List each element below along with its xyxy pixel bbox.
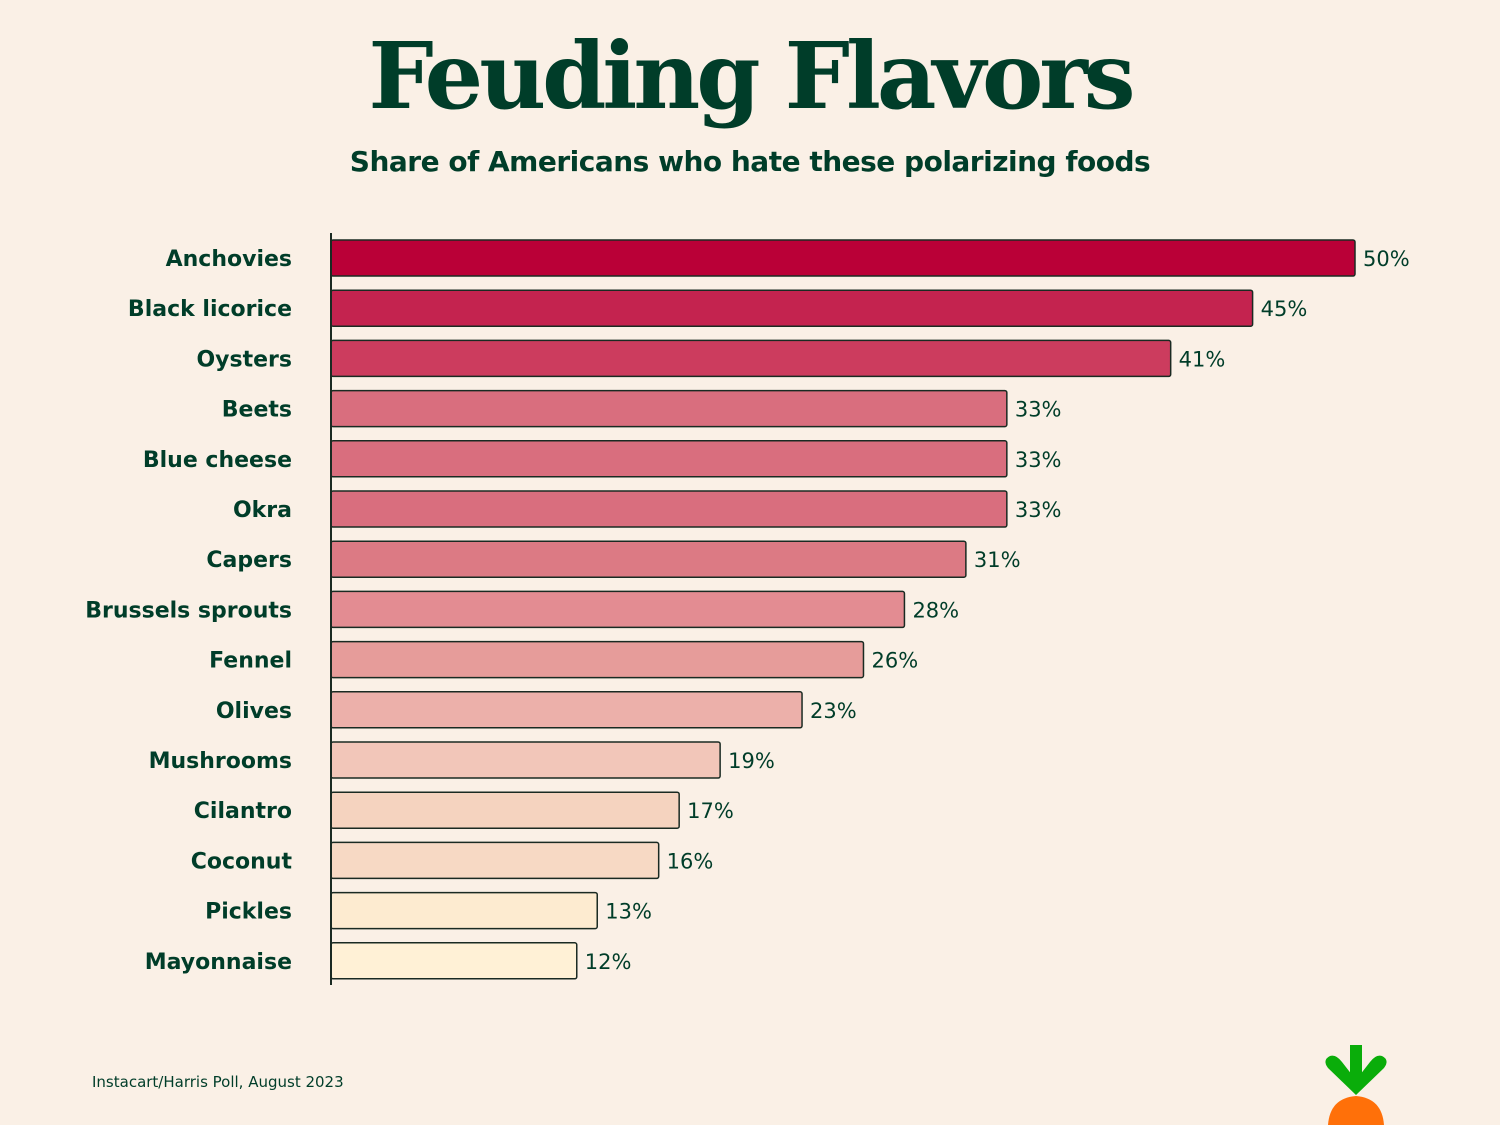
bar-blue-cheese: [330, 440, 1008, 478]
value-label: 12%: [585, 950, 632, 974]
value-label: 41%: [1179, 347, 1226, 371]
category-label: Fennel: [209, 649, 292, 674]
bar-oysters: [330, 339, 1172, 378]
source-note: Instacart/Harris Poll, August 2023: [92, 1073, 344, 1091]
category-label: Olives: [216, 699, 292, 724]
bar-okra: [330, 490, 1008, 528]
category-label: Oysters: [196, 347, 292, 372]
value-label: 33%: [1015, 498, 1062, 522]
category-label: Beets: [222, 398, 292, 423]
bar-mayonnaise: [330, 942, 578, 980]
category-label: Capers: [206, 548, 292, 573]
chart-subtitle: Share of Americans who hate these polari…: [349, 145, 1151, 178]
bar-mushrooms: [330, 741, 721, 779]
bar-capers: [330, 540, 967, 578]
category-label: Okra: [233, 498, 292, 523]
value-label: 19%: [728, 749, 775, 773]
bar-brussels-sprouts: [330, 590, 906, 629]
category-label: Brussels sprouts: [85, 598, 292, 623]
bar-anchovies: [330, 239, 1356, 277]
bar-beets: [330, 389, 1008, 428]
value-label: 16%: [667, 849, 714, 873]
value-label: 50%: [1363, 247, 1410, 271]
value-label: 45%: [1261, 297, 1308, 321]
category-label: Cilantro: [194, 799, 292, 824]
value-label: 33%: [1015, 448, 1062, 472]
chart-title: Feuding Flavors: [368, 22, 1135, 130]
value-label: 31%: [974, 548, 1021, 572]
carrot-logo-icon: [1325, 1045, 1387, 1125]
bar-olives: [330, 691, 803, 729]
value-label: 17%: [687, 799, 734, 823]
category-label: Mushrooms: [149, 749, 292, 774]
bar-coconut: [330, 841, 660, 880]
bar-pickles: [330, 891, 598, 930]
bar-cilantro: [330, 791, 680, 829]
category-label: Blue cheese: [143, 448, 292, 473]
value-label: 28%: [912, 598, 959, 622]
category-label: Coconut: [191, 849, 293, 874]
bar-fennel: [330, 640, 865, 679]
value-label: 23%: [810, 699, 857, 723]
value-label: 33%: [1015, 398, 1062, 422]
value-label: 13%: [605, 900, 652, 924]
category-label: Anchovies: [166, 247, 292, 272]
category-label: Pickles: [205, 900, 292, 925]
bar-black-licorice: [330, 289, 1254, 327]
category-label: Mayonnaise: [145, 950, 292, 975]
category-label: Black licorice: [128, 297, 292, 322]
value-label: 26%: [871, 649, 918, 673]
